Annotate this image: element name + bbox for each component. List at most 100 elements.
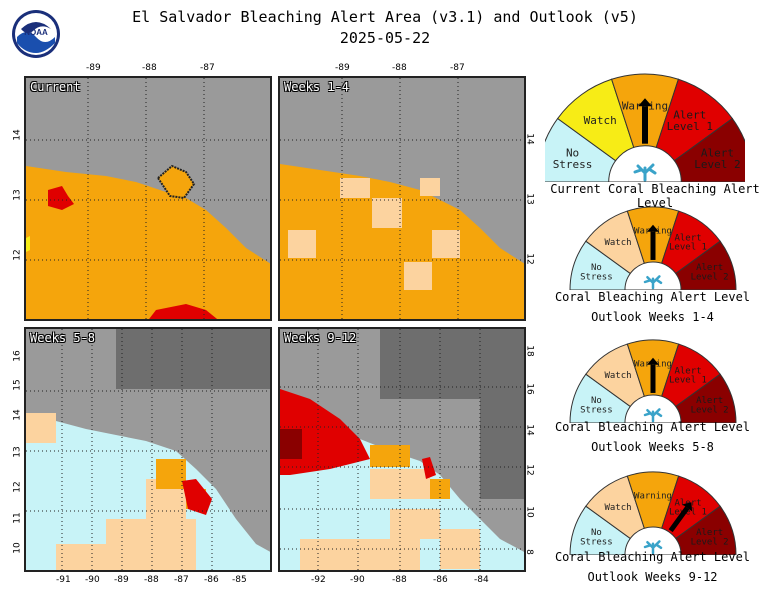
top-lon-tick: -88 xyxy=(142,63,157,73)
alert-gauge: NoStressWatchWarningAlertLevel 1AlertLev… xyxy=(568,205,738,292)
bottom-lon-tick: -86 xyxy=(433,575,448,585)
left-lat-tick: 15 xyxy=(12,379,23,391)
top-lon-tick: -87 xyxy=(200,63,215,73)
no-stress-label: No xyxy=(591,263,602,273)
no-stress-label: Stress xyxy=(553,158,593,171)
alert-gauge: NoStressWatchWarningAlertLevel 1AlertLev… xyxy=(568,338,738,425)
right-lat-tick: 16 xyxy=(524,383,535,395)
watch-label: Watch xyxy=(604,238,631,248)
gauge-hub xyxy=(624,526,682,556)
panel-label-weeks-1-4: Weeks 1-4 xyxy=(284,80,350,94)
gauge-caption-outlook: Outlook Weeks 9-12 xyxy=(587,570,718,584)
gauge-arrowhead xyxy=(647,224,659,232)
no-stress-label: No xyxy=(591,528,602,538)
alert-level-2-label: Alert xyxy=(696,396,723,406)
left-lat-tick: 14 xyxy=(12,409,23,421)
alert-level-1-label: Alert xyxy=(673,108,706,121)
watch-label: Watch xyxy=(584,114,617,127)
map-panel-weeks-9-12: Weeks 9-12 xyxy=(278,327,526,572)
gauge-hub xyxy=(624,394,682,424)
left-lat-tick: 12 xyxy=(12,481,23,493)
noaa-logo-text: NOAA xyxy=(24,28,48,37)
bottom-lon-tick: -91 xyxy=(56,575,71,585)
gauge-arrowhead xyxy=(682,502,693,512)
panel-label-weeks-5-8: Weeks 5-8 xyxy=(30,331,96,345)
gauge-arrowhead xyxy=(638,98,652,107)
left-lat-tick: 11 xyxy=(12,512,23,524)
right-lat-tick: 14 xyxy=(524,133,535,145)
no-stress-label: Stress xyxy=(580,537,613,547)
alert-level-2-label: Level 2 xyxy=(691,537,729,547)
gauge-caption: Coral Bleaching Alert Level xyxy=(554,290,751,304)
gauge-caption: Coral Bleaching Alert Level xyxy=(554,420,751,434)
alert-gauge: NoStressWatchWarningAlertLevel 1AlertLev… xyxy=(536,72,754,184)
alert-level-1-label: Alert xyxy=(674,233,701,243)
left-lat-tick: 14 xyxy=(12,129,23,141)
gauge-hub xyxy=(608,145,682,183)
noaa-logo: NOAA xyxy=(11,9,61,59)
alert-level-1-label: Level 1 xyxy=(669,508,707,518)
left-lat-tick: 10 xyxy=(12,542,23,554)
alert-gauge: NoStressWatchWarningAlertLevel 1AlertLev… xyxy=(568,470,738,557)
right-lat-tick: 10 xyxy=(524,506,535,518)
gauge-hub xyxy=(624,261,682,291)
panel-label-weeks-9-12: Weeks 9-12 xyxy=(284,331,357,345)
gauge-caption-outlook: Outlook Weeks 5-8 xyxy=(591,440,714,454)
watch-label: Watch xyxy=(604,371,631,381)
gauge-caption: Current Coral Bleaching Alert Level xyxy=(550,182,760,210)
left-lat-tick: 16 xyxy=(12,350,23,362)
right-lat-tick: 14 xyxy=(524,424,535,436)
no-stress-label: Stress xyxy=(580,272,613,282)
top-lon-tick: -89 xyxy=(335,63,350,73)
alert-level-2-label: Alert xyxy=(696,263,723,273)
bottom-lon-tick: -88 xyxy=(144,575,159,585)
no-stress-label: No xyxy=(566,147,579,160)
map-panel-weeks-1-4: Weeks 1-4 xyxy=(278,76,526,321)
bottom-lon-tick: -92 xyxy=(311,575,326,585)
gauge-caption: Coral Bleaching Alert Level xyxy=(554,550,751,564)
alert-level-2-label: Alert xyxy=(696,528,723,538)
right-lat-tick: 12 xyxy=(524,464,535,476)
coral-icon xyxy=(643,408,663,423)
gauge-caption-outlook: Outlook Weeks 1-4 xyxy=(591,310,714,324)
panel-label-current: Current xyxy=(30,80,81,94)
map-date: 2025-05-22 xyxy=(339,29,431,47)
gauge-arrowhead xyxy=(647,357,659,365)
right-lat-tick: 12 xyxy=(524,253,535,265)
map-title: El Salvador Bleaching Alert Area (v3.1) … xyxy=(132,8,638,26)
alert-level-1-label: Level 1 xyxy=(667,120,713,133)
right-lat-tick: 13 xyxy=(524,193,535,205)
bottom-lon-tick: -88 xyxy=(392,575,407,585)
alert-level-2-label: Level 2 xyxy=(694,158,740,171)
watch-label: Watch xyxy=(604,503,631,513)
left-lat-tick: 13 xyxy=(12,189,23,201)
top-lon-tick: -88 xyxy=(392,63,407,73)
map-panel-current: Current xyxy=(24,76,272,321)
left-lat-tick: 12 xyxy=(12,249,23,261)
top-lon-tick: -87 xyxy=(450,63,465,73)
top-lon-tick: -89 xyxy=(86,63,101,73)
alert-level-1-label: Level 1 xyxy=(669,376,707,386)
coral-icon xyxy=(633,163,657,182)
alert-level-2-label: Alert xyxy=(701,147,734,160)
alert-level-1-label: Alert xyxy=(674,366,701,376)
right-lat-tick: 18 xyxy=(524,345,535,357)
bottom-lon-tick: -90 xyxy=(85,575,100,585)
bottom-lon-tick: -86 xyxy=(204,575,219,585)
bottom-lon-tick: -87 xyxy=(174,575,189,585)
alert-level-2-label: Level 2 xyxy=(691,272,729,282)
coral-icon xyxy=(643,275,663,290)
gauge-arrow xyxy=(668,506,690,533)
bottom-lon-tick: -89 xyxy=(114,575,129,585)
coral-icon xyxy=(643,540,663,555)
warning-label: Warning xyxy=(634,492,672,502)
bottom-lon-tick: -90 xyxy=(350,575,365,585)
map-panel-weeks-5-8: Weeks 5-8 xyxy=(24,327,272,572)
bottom-lon-tick: -85 xyxy=(232,575,247,585)
no-stress-label: No xyxy=(591,396,602,406)
bottom-lon-tick: -84 xyxy=(474,575,489,585)
left-lat-tick: 13 xyxy=(12,446,23,458)
alert-level-2-label: Level 2 xyxy=(691,405,729,415)
alert-level-1-label: Level 1 xyxy=(669,243,707,253)
no-stress-label: Stress xyxy=(580,405,613,415)
